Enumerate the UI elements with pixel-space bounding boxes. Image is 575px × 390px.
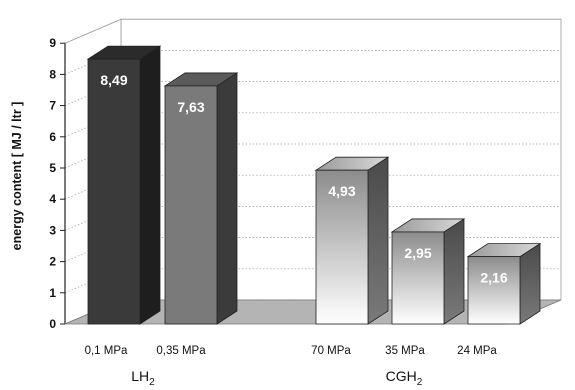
group-label: CGH2: [386, 368, 423, 388]
bar-side: [216, 72, 238, 325]
bar: 2,16: [466, 242, 542, 325]
bar-side: [519, 242, 541, 325]
bar-front: [467, 256, 521, 325]
bar: 4,93: [314, 156, 390, 325]
y-tick-label: 0: [49, 317, 56, 331]
y-tick-label: 9: [49, 36, 56, 50]
bar: 7,63: [163, 72, 239, 325]
category-labels: 0,1 MPa 0,35 MPa 70 MPa 35 MPa 24 MPa: [85, 345, 498, 357]
bar-front: [87, 58, 141, 325]
y-tick-label: 7: [49, 99, 56, 113]
y-tick-label: 2: [49, 255, 56, 269]
bars: 8,49 7,63 4,93 2,95 2,16: [86, 45, 542, 325]
bar-side: [443, 218, 465, 325]
bar: 2,95: [390, 218, 466, 325]
data-label: 2,16: [480, 270, 507, 286]
data-label: 8,49: [100, 72, 127, 88]
data-label: 7,63: [177, 99, 204, 115]
y-axis-label: energy content [ MJ / ltr ]: [10, 102, 24, 251]
bar-front: [164, 85, 218, 325]
data-label: 4,93: [328, 183, 355, 199]
data-label: 2,95: [404, 245, 431, 261]
y-tick-label: 8: [49, 67, 56, 81]
bar: 8,49: [86, 45, 162, 325]
category-label: 24 MPa: [457, 345, 497, 357]
bar-front: [315, 169, 369, 325]
bar-front: [391, 231, 445, 325]
category-label: 0,1 MPa: [85, 345, 128, 357]
category-label: 70 MPa: [311, 345, 351, 357]
y-tick-label: 1: [49, 286, 56, 300]
category-label: 35 MPa: [385, 345, 425, 357]
bar-side: [139, 45, 161, 325]
y-tick-label: 6: [49, 130, 56, 144]
y-tick-label: 3: [49, 223, 56, 237]
gridline: [64, 18, 561, 44]
group-label: LH2: [131, 368, 155, 388]
bar-side: [367, 156, 389, 325]
y-tick-label: 5: [49, 161, 56, 175]
group-labels: LH2 CGH2: [131, 368, 423, 388]
category-label: 0,35 MPa: [156, 345, 206, 357]
y-tick-label: 4: [49, 192, 56, 206]
y-axis-ticks: 0 1 2 3 4 5 6 7 8 9: [49, 36, 65, 331]
